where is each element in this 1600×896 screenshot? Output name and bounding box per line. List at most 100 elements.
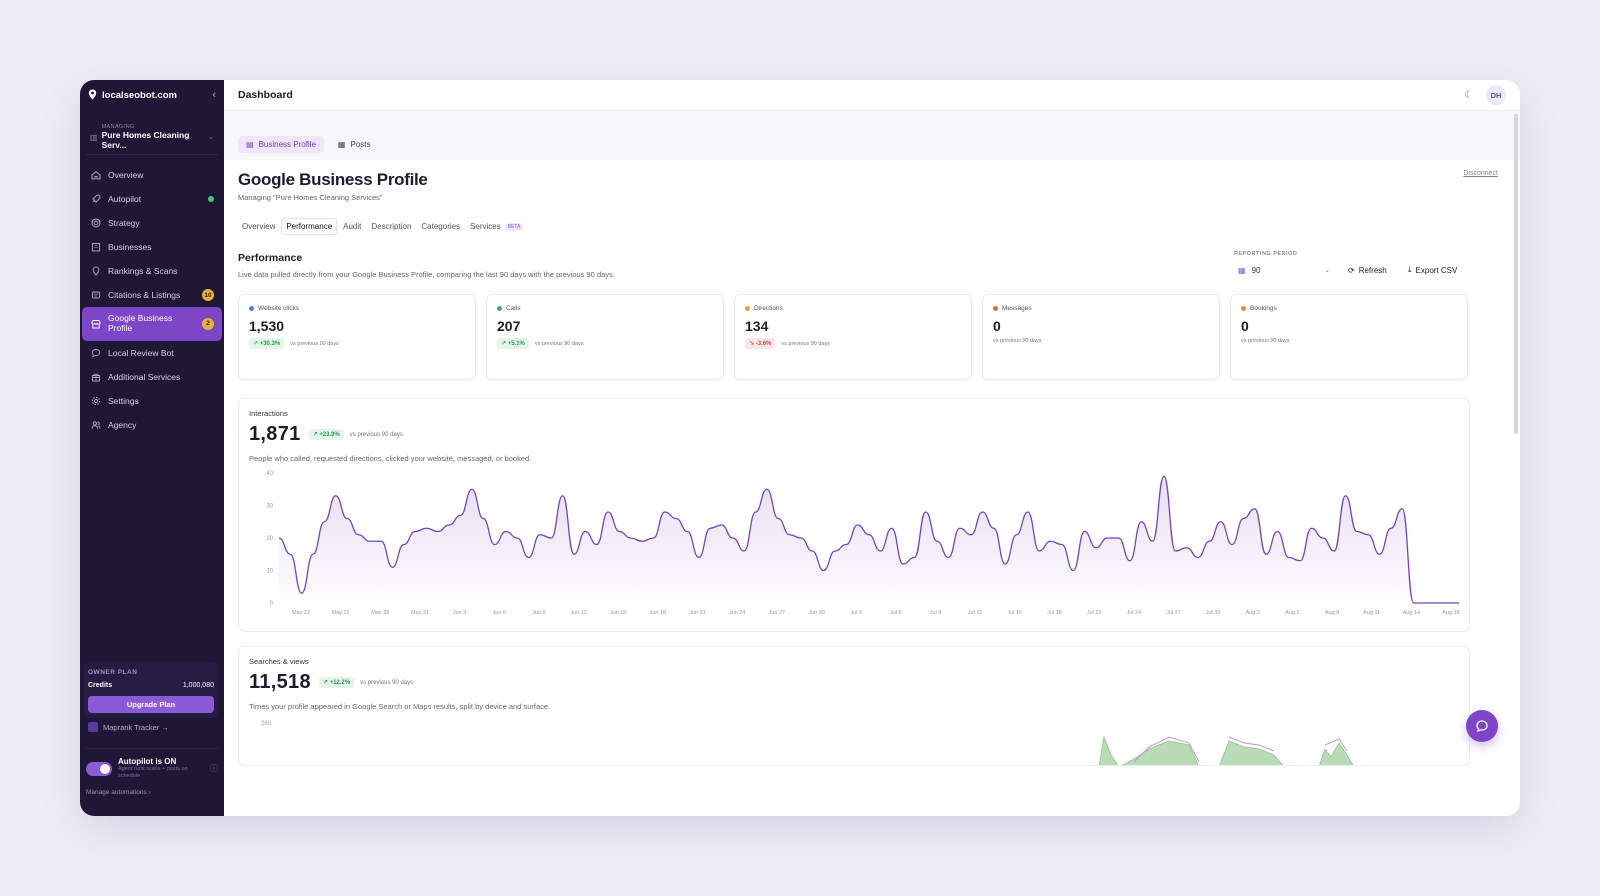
brand-name[interactable]: localseobot.com bbox=[102, 89, 177, 101]
sidebar-item-citations[interactable]: Citations & Listings 10 bbox=[82, 283, 222, 307]
chevron-down-icon: ⌄ bbox=[208, 134, 214, 141]
reporting-period-select[interactable]: ▦ 90 ⌄ bbox=[1232, 262, 1336, 278]
y-tick-label: 0 bbox=[270, 601, 274, 607]
users-icon bbox=[90, 419, 102, 431]
help-icon[interactable]: ⓘ bbox=[210, 764, 218, 774]
tab-overview[interactable]: Overview bbox=[242, 222, 276, 231]
calendar-icon: ▦ bbox=[1238, 265, 1246, 275]
x-tick-label: Jun 9 bbox=[532, 610, 545, 616]
searches-value: 11,518 ↗ +12.2% vs previous 90 days bbox=[249, 671, 414, 693]
profile-subtabs: ▤ Business Profile ▦ Posts bbox=[238, 136, 379, 153]
store-icon: ▤ bbox=[246, 140, 254, 149]
change-chip: ↗ +30.3% bbox=[249, 338, 285, 349]
autopilot-title: Autopilot is ON bbox=[118, 757, 177, 766]
x-tick-label: Jun 27 bbox=[769, 610, 786, 616]
autopilot-status-dot bbox=[208, 196, 214, 202]
target-icon bbox=[90, 217, 102, 229]
sidebar-item-strategy[interactable]: Strategy bbox=[82, 211, 222, 235]
tab-categories[interactable]: Categories bbox=[421, 222, 461, 231]
tab-description[interactable]: Description bbox=[371, 222, 412, 231]
sidebar-item-businesses[interactable]: Businesses bbox=[82, 235, 222, 259]
plan-card: OWNER PLAN Credits 1,000,080 Upgrade Pla… bbox=[84, 662, 218, 718]
manage-automations-link[interactable]: Manage automations › bbox=[86, 789, 151, 796]
series-dot bbox=[249, 306, 254, 311]
beta-badge: BETA bbox=[504, 222, 524, 231]
sidebar-item-agency[interactable]: Agency bbox=[82, 413, 222, 437]
x-tick-label: Jul 9 bbox=[930, 610, 942, 616]
metric-card-website-clicks: Website clicks 1,530 ↗ +30.3% vs previous… bbox=[238, 294, 476, 380]
x-tick-label: Aug 5 bbox=[1285, 610, 1299, 616]
document-icon: ▦ bbox=[337, 140, 346, 149]
sidebar-item-autopilot[interactable]: Autopilot bbox=[82, 187, 222, 211]
x-tick-label: Jul 30 bbox=[1206, 610, 1221, 616]
x-tick-label: Jun 3 bbox=[453, 610, 466, 616]
searches-area-series-views bbox=[1098, 735, 1354, 765]
managing-label: MANAGING bbox=[101, 124, 135, 130]
change-chip: ↗ +5.1% bbox=[497, 338, 529, 349]
home-icon bbox=[90, 169, 102, 181]
searches-title: Searches & views bbox=[249, 657, 309, 666]
series-dot bbox=[745, 306, 750, 311]
tab-business-profile[interactable]: ▤ Business Profile bbox=[238, 136, 324, 153]
location-pin-icon bbox=[88, 89, 97, 102]
list-icon bbox=[90, 289, 102, 301]
moon-icon[interactable]: ☾ bbox=[1464, 89, 1474, 101]
metric-value: 0 bbox=[1241, 318, 1249, 334]
tab-posts[interactable]: ▦ Posts bbox=[337, 140, 371, 149]
x-tick-label: May 25 bbox=[332, 610, 350, 616]
x-tick-label: Jul 15 bbox=[1007, 610, 1022, 616]
interactions-desc: People who called, requested directions,… bbox=[249, 454, 532, 463]
x-tick-label: Aug 8 bbox=[1325, 610, 1339, 616]
metric-card-bookings: Bookings 0 vs previous 90 days bbox=[1230, 294, 1468, 380]
sidebar-nav: Overview Autopilot Strategy Businesses R… bbox=[80, 163, 224, 437]
sidebar-item-overview[interactable]: Overview bbox=[82, 163, 222, 187]
y-tick-label: 30 bbox=[266, 504, 273, 510]
interactions-value: 1,871 ↗ +23.9% vs previous 90 days bbox=[249, 423, 403, 445]
performance-title: Performance bbox=[238, 252, 303, 264]
page-header-title: Dashboard bbox=[238, 89, 293, 101]
y-tick-label: 10 bbox=[266, 569, 273, 575]
autopilot-toggle[interactable] bbox=[86, 761, 112, 776]
export-csv-button[interactable]: ⤓ Export CSV bbox=[1408, 265, 1458, 275]
x-tick-label: Jul 3 bbox=[850, 610, 862, 616]
credits-value: 1,000,080 bbox=[182, 682, 214, 689]
reporting-period-label: REPORTING PERIOD bbox=[1234, 251, 1298, 257]
sidebar-item-google-business-profile[interactable]: Google Business Profile 2 bbox=[82, 307, 222, 341]
sidebar-item-additional-services[interactable]: Additional Services bbox=[82, 365, 222, 389]
sidebar-item-local-review-bot[interactable]: Local Review Bot bbox=[82, 341, 222, 365]
x-tick-label: Jul 21 bbox=[1087, 610, 1102, 616]
x-tick-label: Jul 27 bbox=[1166, 610, 1181, 616]
gbp-tabs: Overview Performance Audit Description C… bbox=[238, 218, 527, 235]
store-icon bbox=[90, 318, 102, 330]
searches-panel: Searches & views 11,518 ↗ +12.2% vs previ… bbox=[238, 646, 1470, 766]
collapse-sidebar-icon[interactable]: ‹ bbox=[212, 89, 216, 101]
gift-icon bbox=[90, 371, 102, 383]
tab-services[interactable]: Services BETA bbox=[466, 219, 527, 234]
x-tick-label: Jun 30 bbox=[808, 610, 825, 616]
x-tick-label: May 31 bbox=[411, 610, 429, 616]
interactions-panel: Interactions 1,871 ↗ +23.9% vs previous 9… bbox=[238, 398, 1470, 632]
searches-area-chart bbox=[1098, 735, 1354, 765]
sidebar-header: localseobot.com ‹ bbox=[80, 80, 224, 110]
performance-subtitle: Live data pulled directly from your Goog… bbox=[238, 270, 615, 279]
sidebar-item-settings[interactable]: Settings bbox=[82, 389, 222, 413]
upgrade-plan-button[interactable]: Upgrade Plan bbox=[88, 696, 214, 713]
metric-cards: Website clicks 1,530 ↗ +30.3% vs previous… bbox=[238, 294, 1468, 380]
y-tick-label: 20 bbox=[266, 536, 273, 542]
metric-card-calls: Calls 207 ↗ +5.1% vs previous 90 days bbox=[486, 294, 724, 380]
chat-support-button[interactable] bbox=[1466, 710, 1498, 742]
maprank-tracker-link[interactable]: Maprank Tracker → bbox=[88, 722, 169, 732]
interactions-line-chart: 0 10 20 30 40 May 22 May 25 May 28 May 31 Jun 3 Ju… bbox=[266, 471, 1459, 616]
maprank-icon bbox=[88, 722, 98, 732]
searches-desc: Times your profile appeared in Google Se… bbox=[249, 702, 551, 711]
business-switcher[interactable]: ▥ MANAGING Pure Homes Cleaning Serv... ⌄ bbox=[86, 120, 218, 155]
tab-audit[interactable]: Audit bbox=[343, 222, 362, 231]
disconnect-link[interactable]: Disconnect bbox=[1463, 170, 1498, 177]
gear-icon bbox=[90, 395, 102, 407]
sidebar-item-rankings[interactable]: Rankings & Scans bbox=[82, 259, 222, 283]
avatar[interactable]: DH bbox=[1486, 85, 1506, 105]
scrollbar[interactable] bbox=[1514, 114, 1518, 434]
tab-performance[interactable]: Performance bbox=[281, 218, 338, 235]
refresh-button[interactable]: ⟳ Refresh bbox=[1348, 265, 1387, 275]
x-tick-label: Jul 24 bbox=[1126, 610, 1141, 616]
